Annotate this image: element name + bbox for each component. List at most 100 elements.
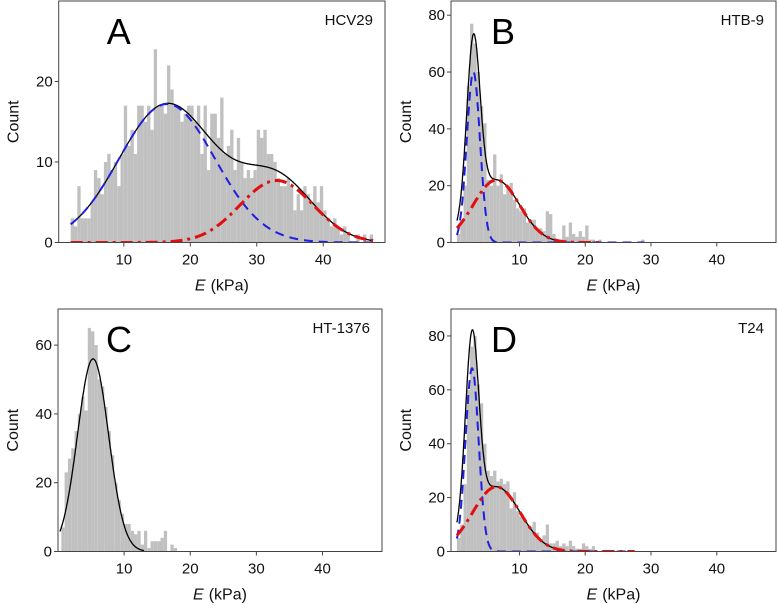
panel-c: 10 20 30 40 0 20 40 60 E (kPa) Count C HT-1376: [5, 308, 383, 604]
x-axis-label-symbol: E: [587, 278, 598, 295]
histogram-bar: [134, 534, 138, 552]
histogram-bar: [326, 218, 330, 243]
histogram-bar: [123, 105, 128, 243]
histogram-bar: [496, 481, 500, 552]
histogram-bar: [336, 226, 340, 243]
y-tick-label: 60: [428, 382, 445, 399]
histogram-bar: [140, 105, 144, 243]
histogram-bar: [114, 482, 118, 552]
histogram-bar: [117, 186, 121, 243]
histogram-bar: [572, 233, 576, 243]
histogram-bar: [506, 481, 510, 552]
histogram-bar: [598, 239, 602, 243]
panel-letter: C: [106, 319, 132, 360]
y-tick-label: 0: [437, 544, 445, 561]
y-tick-label: 80: [428, 7, 445, 24]
histogram-bar: [329, 226, 334, 243]
histogram-bar: [273, 162, 277, 243]
x-tick-label: 10: [115, 252, 132, 269]
histogram-bar: [463, 484, 467, 552]
panel-letter: B: [491, 11, 515, 52]
histogram-bar: [496, 185, 500, 243]
histogram-bar: [519, 211, 523, 243]
histogram-bar: [70, 218, 74, 243]
histogram-bar: [293, 210, 297, 243]
y-tick-label: 0: [44, 235, 52, 252]
histogram-bar: [526, 222, 530, 243]
cell-line-label: HT-1376: [312, 320, 370, 337]
histogram-bar: [535, 228, 540, 243]
plot-frame: [450, 0, 777, 243]
histogram-bar: [539, 228, 543, 243]
histogram-bar: [542, 231, 546, 243]
histogram-bar: [167, 65, 171, 243]
histogram-bar: [552, 233, 556, 243]
histogram-bar: [578, 231, 582, 243]
histogram-bar: [476, 384, 480, 552]
histogram-bar: [137, 105, 141, 243]
blue-dashed-fit-curve: [69, 103, 373, 243]
histogram-bar: [509, 508, 513, 552]
histogram-bar: [206, 170, 211, 243]
histogram-bar: [568, 540, 573, 552]
plot-area: [69, 49, 374, 243]
y-tick-label: 40: [428, 121, 445, 138]
histogram-bar: [299, 210, 304, 243]
histogram-bar: [130, 129, 134, 243]
histogram-bar: [303, 186, 307, 243]
histogram-bar: [193, 121, 197, 243]
histogram-bar: [502, 484, 507, 552]
x-axis-label: E (kPa): [587, 278, 641, 295]
histogram-bar: [186, 105, 191, 243]
histogram-bar: [260, 137, 264, 243]
x-axis-label: E (kPa): [195, 278, 249, 295]
histogram-bar: [486, 470, 490, 552]
y-tick-label: 40: [428, 436, 445, 453]
blue-dashed-fit-curve: [455, 70, 645, 243]
black-solid-fit-curve: [59, 358, 145, 552]
histogram-bar: [120, 153, 124, 243]
histogram-bar: [107, 431, 111, 552]
x-axis-label-symbol: E: [587, 587, 598, 604]
histogram-bar: [104, 407, 108, 552]
histogram-bar: [309, 202, 314, 243]
histogram-bar: [173, 105, 177, 243]
histogram-bar: [270, 153, 274, 243]
histogram-bar: [565, 546, 569, 552]
histogram-bar: [84, 410, 88, 552]
histogram-bar: [230, 129, 234, 243]
histogram-bar: [213, 113, 217, 243]
plot-area: [59, 327, 178, 552]
x-axis-label-unit: (kPa): [211, 278, 249, 295]
y-tick-label: 60: [35, 337, 52, 354]
x-tick-label: 10: [511, 252, 528, 269]
histogram-bar: [160, 537, 164, 552]
histogram-bar: [591, 239, 596, 243]
histogram-bar: [549, 214, 553, 243]
histogram-bar: [493, 470, 497, 552]
histogram-bar: [200, 153, 204, 243]
histogram-bar: [163, 113, 168, 243]
histogram-bar: [522, 208, 526, 243]
histogram-bar: [263, 129, 267, 243]
histogram-bar: [140, 544, 144, 552]
histogram-bar: [512, 199, 517, 243]
histogram-bar: [585, 546, 589, 552]
histogram-bar: [103, 162, 108, 243]
y-axis-label: Count: [6, 100, 23, 143]
histogram-bar: [137, 530, 141, 552]
histogram-bar: [456, 538, 461, 552]
histogram-bar: [588, 548, 592, 552]
histogram-bar: [323, 210, 327, 243]
histogram-bar: [489, 185, 494, 243]
histogram-bar: [641, 239, 645, 243]
histogram-bar: [470, 346, 474, 552]
x-tick-label: 20: [182, 561, 199, 578]
histogram-bar: [77, 413, 82, 552]
histogram-bar: [87, 327, 92, 552]
histogram-bar: [581, 236, 586, 243]
histogram-bar: [107, 153, 111, 243]
histogram-bar: [306, 194, 310, 243]
histogram-bar: [74, 431, 78, 552]
x-axis-label-symbol: E: [193, 587, 204, 604]
